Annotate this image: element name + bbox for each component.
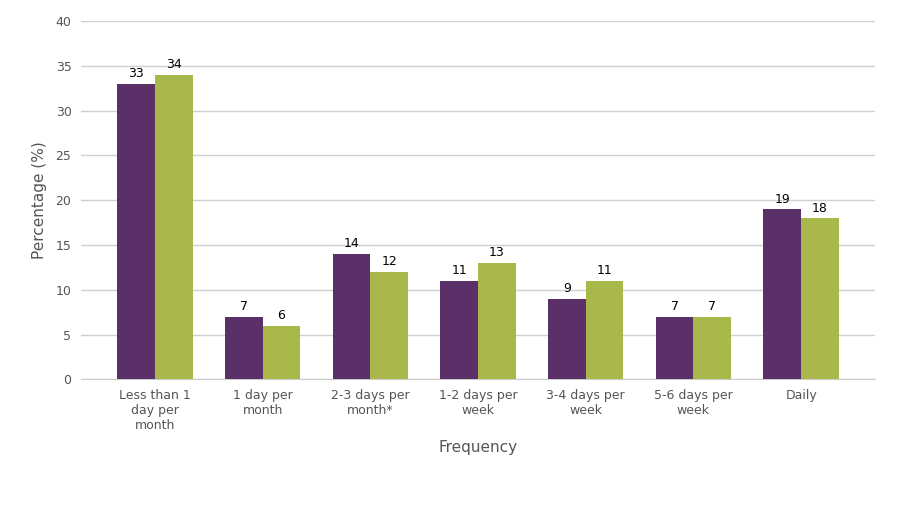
Bar — [155, 75, 193, 379]
Text: 34: 34 — [166, 58, 181, 71]
Text: 33: 33 — [128, 67, 144, 80]
Text: 7: 7 — [670, 300, 678, 313]
Bar — [763, 209, 801, 379]
Text: 11: 11 — [451, 265, 467, 277]
Text: 18: 18 — [812, 202, 828, 214]
Text: 12: 12 — [382, 256, 397, 268]
Text: 14: 14 — [344, 238, 359, 250]
Bar — [656, 317, 694, 379]
Bar — [694, 317, 732, 379]
Bar — [262, 326, 300, 379]
Bar — [801, 218, 839, 379]
Text: 9: 9 — [563, 282, 571, 295]
Text: 7: 7 — [708, 300, 716, 313]
Bar — [371, 272, 408, 379]
Text: 19: 19 — [775, 193, 790, 206]
Bar — [478, 263, 516, 379]
X-axis label: Frequency: Frequency — [438, 441, 518, 455]
Text: 13: 13 — [489, 247, 505, 259]
Bar — [585, 281, 623, 379]
Bar — [333, 254, 371, 379]
Bar — [225, 317, 262, 379]
Bar — [440, 281, 478, 379]
Text: 7: 7 — [240, 300, 248, 313]
Text: 11: 11 — [597, 265, 612, 277]
Y-axis label: Percentage (%): Percentage (%) — [32, 141, 47, 259]
Bar — [117, 84, 155, 379]
Bar — [548, 299, 585, 379]
Text: 6: 6 — [278, 309, 285, 322]
